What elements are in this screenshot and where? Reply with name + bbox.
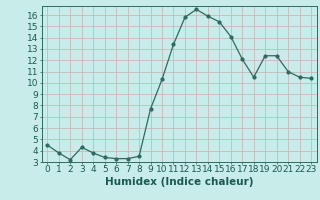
X-axis label: Humidex (Indice chaleur): Humidex (Indice chaleur) (105, 177, 253, 187)
